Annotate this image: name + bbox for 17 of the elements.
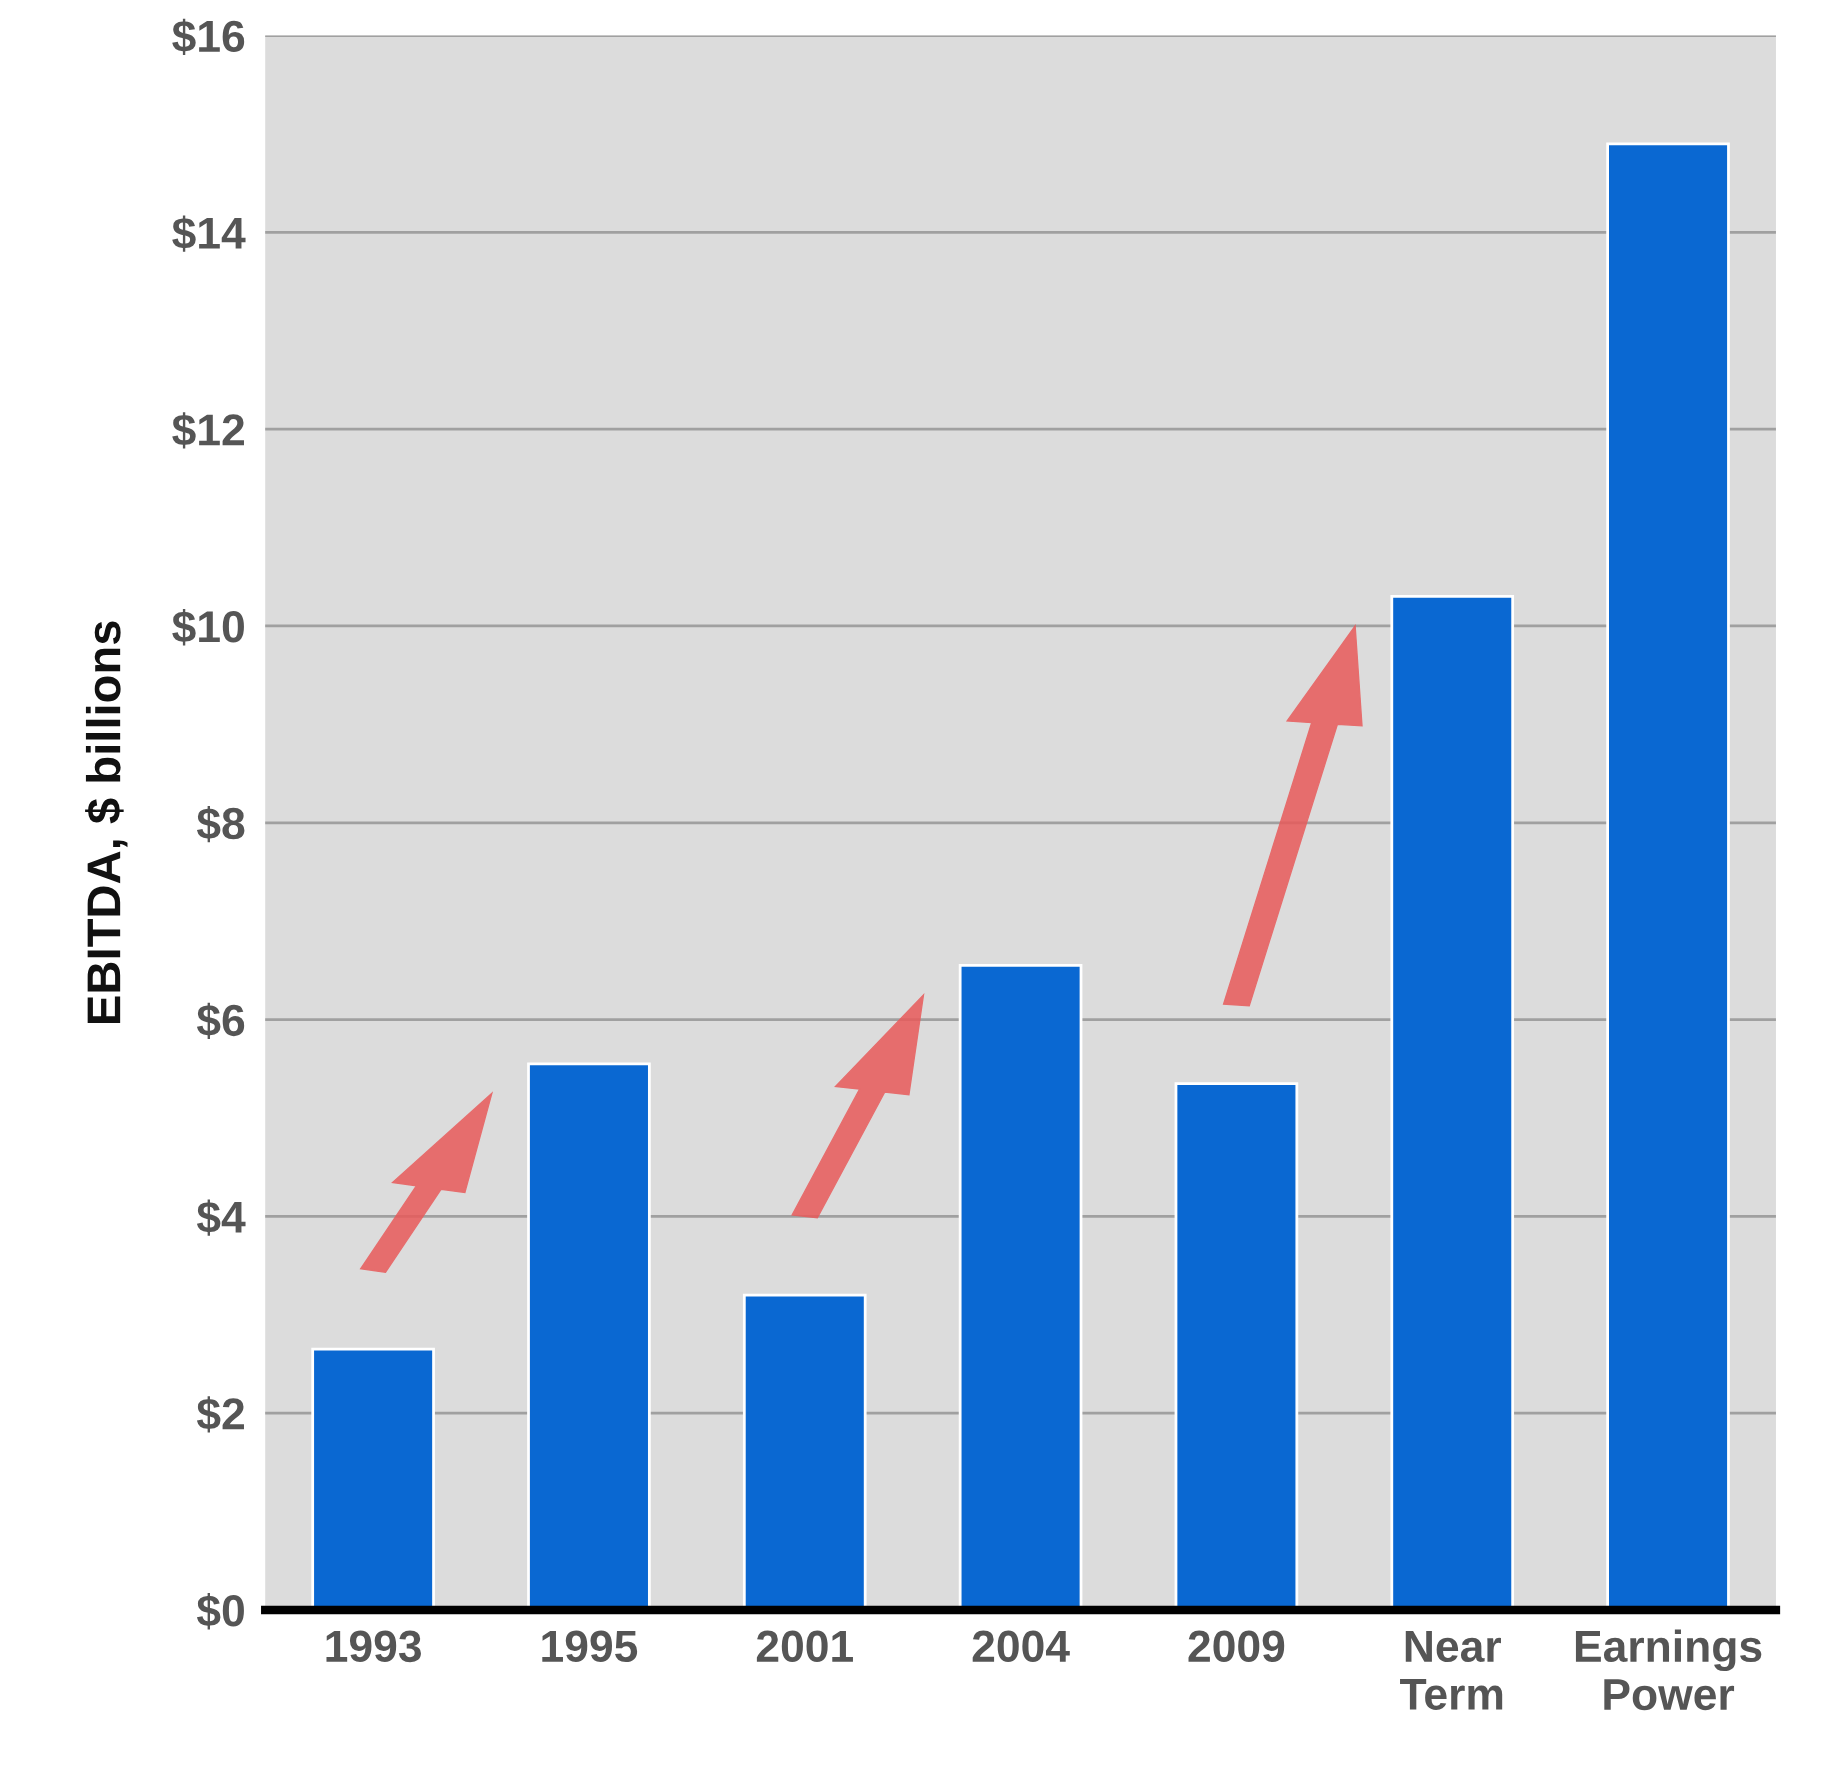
y-tick-label: $0 [196, 1593, 244, 1630]
x-tick-label: 1995 [542, 1630, 638, 1663]
y-tick-label: $14 [172, 215, 246, 252]
y-tick-label: $6 [196, 1002, 245, 1039]
y-tick-label: $12 [172, 412, 244, 449]
x-tick-label: Near Term [1400, 1631, 1503, 1710]
x-tick-label: 1993 [326, 1630, 421, 1663]
y-tick-label: $8 [196, 805, 245, 843]
y-tick-label: $10 [172, 609, 244, 646]
x-tick-label: 2001 [756, 1630, 853, 1663]
y-tick-label: $2 [196, 1396, 244, 1433]
x-tick-label: Earnings Power [1575, 1629, 1762, 1711]
y-tick-label: $4 [196, 1199, 246, 1236]
y-axis-title: EBITDA, $ billions [85, 621, 128, 1023]
y-tick-label: $16 [172, 18, 245, 55]
x-tick-label: 2009 [1188, 1630, 1285, 1663]
x-tick-label: 2004 [972, 1630, 1070, 1663]
